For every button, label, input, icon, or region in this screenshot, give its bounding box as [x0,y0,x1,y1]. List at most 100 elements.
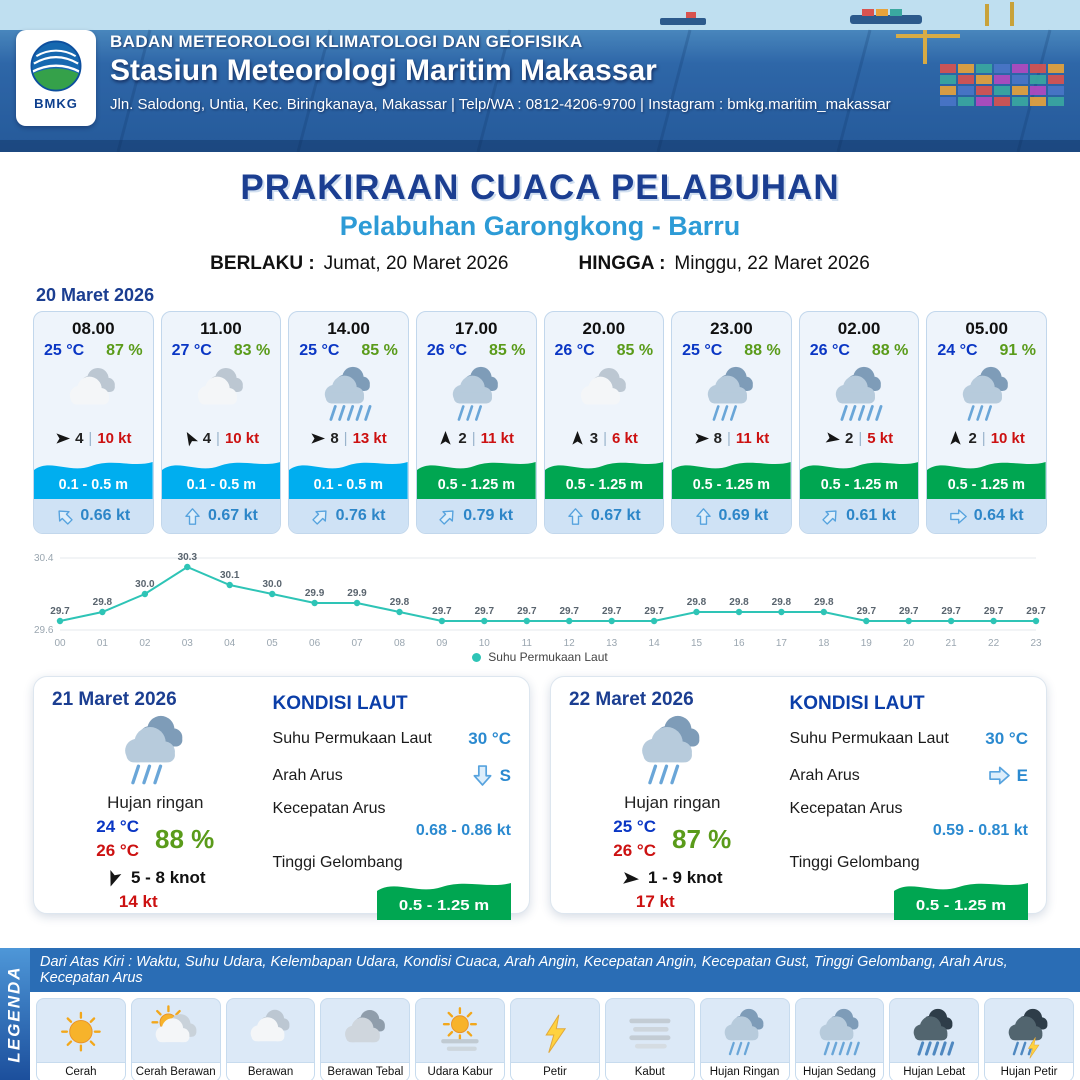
wind-direction-icon [310,431,326,446]
forecast-time: 08.00 [72,319,115,338]
legend-item: Hujan Lebat [889,998,980,1080]
current-direction-icon [819,504,843,528]
wind-speed: 5 - 8 knot [130,868,206,887]
gust-speed: 5 kt [867,430,894,447]
gust-speed: 13 kt [352,430,387,447]
legend-item-label: Hujan Ringan [700,1062,789,1080]
forecast-time: 20.00 [582,319,626,338]
ship-icon [660,2,1014,26]
wave-height: 0.5 - 1.25 m [565,477,642,493]
wave-shape [161,462,281,499]
current-row: 0.67 kt [161,499,281,533]
humidity: 85 % [616,342,654,359]
legend-item: Hujan Ringan [699,998,790,1080]
wind-speed: 2 [845,430,854,447]
svg-text:29.7: 29.7 [984,606,1004,617]
wind-speed: 4 [75,430,84,447]
wave-height: 0.5 - 1.25 m [948,477,1025,493]
wind-row: 1 - 9 knot [569,868,776,888]
weather-condition: Hujan ringan [107,793,204,812]
valid-from-label: BERLAKU : [210,253,315,274]
air-temperature: 25 °C [299,342,340,359]
svg-text:29.7: 29.7 [644,606,664,617]
wind-row: 8 | 13 kt [289,426,408,453]
wind-gust-separator: | [216,430,220,447]
legend-item-label: Hujan Lebat [890,1062,979,1080]
current-speed: 0.64 kt [973,507,1024,524]
temps-row: 25 °C 26 °C 87 % [569,817,776,861]
svg-text:29.6: 29.6 [34,625,54,636]
gust-speed: 10 kt [97,430,132,447]
svg-text:29.7: 29.7 [857,606,877,617]
temp-min: 25 °C [613,817,656,836]
weather-icon [672,360,791,426]
wave-height-label: Tinggi Gelombang [789,854,920,871]
svg-text:29.8: 29.8 [772,597,792,608]
wave-shape [799,462,919,499]
sea-conditions: KONDISI LAUT Suhu Permukaan Laut 30 °C A… [259,689,511,920]
weather-icon [103,711,207,791]
wind-speed: 8 [330,430,339,447]
harbor-illustration [0,0,1080,152]
wind-direction-icon [621,869,639,887]
wave-shape [927,462,1046,499]
current-speed: 0.66 kt [80,507,131,524]
humidity: 83 % [233,342,271,359]
svg-text:17: 17 [776,638,788,648]
wave-height-badge: 0.5 - 1.25 m [377,874,511,920]
legend-description: Dari Atas Kiri : Waktu, Suhu Udara, Kele… [30,948,1080,992]
svg-text:06: 06 [309,638,321,648]
daily-forecast-row: 21 Maret 2026 Hujan ringan 24 °C 26 °C 8… [33,676,1047,920]
wind-gust-separator: | [858,430,863,447]
wave-height-band: 0.5 - 1.25 m [927,453,1046,499]
svg-text:16: 16 [733,638,745,648]
temp-humidity-row: 25 °C 87 % [34,342,153,360]
header: BMKG BADAN METEOROLOGI KLIMATOLOGI DAN G… [0,0,1080,152]
current-speed: 0.79 kt [463,507,514,524]
glass-mullions [116,29,1052,152]
forecast-time: 14.00 [327,319,370,338]
wind-row: 3 | 6 kt [545,426,664,453]
forecast-time: 02.00 [837,319,881,338]
current-direction-icon [184,507,201,525]
chart-legend: Suhu Permukaan Laut [30,650,1050,664]
legend-item: Cerah Berawan [130,998,221,1080]
current-direction-icon [949,508,967,525]
station-name: Stasiun Meteorologi Maritim Makassar [110,54,657,87]
wave-height: 0.5 - 1.25 m [693,477,770,493]
svg-text:20: 20 [903,638,915,648]
wave-height: 0.5 - 1.25 m [820,477,897,493]
legend-dot-icon [472,652,482,662]
wind-row: 2 | 11 kt [417,426,536,453]
wave-height: 0.1 - 0.5 m [314,477,383,493]
sea-conditions-title: KONDISI LAUT [789,693,925,714]
wave-height: 0.5 - 1.25 m [438,477,515,493]
wave-shape [544,462,664,499]
svg-text:10: 10 [479,638,491,648]
legend-item: Udara Kabur [415,998,506,1080]
legend-item-label: Berawan [226,1062,315,1080]
sst-label: Suhu Permukaan Laut [272,730,432,747]
legend-item: Berawan [225,998,316,1080]
air-temperature: 25 °C [682,342,723,359]
current-direction-icon [695,507,712,525]
current-speed: 0.69 kt [718,507,769,524]
weather-icon [800,360,919,426]
legend-section: LEGENDA Dari Atas Kiri : Waktu, Suhu Uda… [0,948,1080,1080]
hourly-forecast-card: 08.00 25 °C 87 % 4 | 10 kt 0.1 - 0.5 m [33,311,154,534]
legend-title-column: LEGENDA [0,948,30,1080]
legend-item: Cerah [36,998,126,1080]
svg-text:29.9: 29.9 [347,588,367,599]
svg-text:29.9: 29.9 [305,588,325,599]
station-address: Jln. Salodong, Untia, Kec. Biringkanaya,… [110,96,891,113]
temp-humidity-row: 25 °C 85 % [289,342,408,360]
svg-text:05: 05 [267,638,279,648]
svg-text:14: 14 [649,638,661,648]
wind-direction-icon [103,867,125,889]
wind-direction-icon [824,430,841,447]
wind-gust-separator: | [726,430,731,447]
legend-item: Petir [510,998,600,1080]
svg-text:29.7: 29.7 [1026,606,1046,617]
svg-text:29.8: 29.8 [687,597,707,608]
